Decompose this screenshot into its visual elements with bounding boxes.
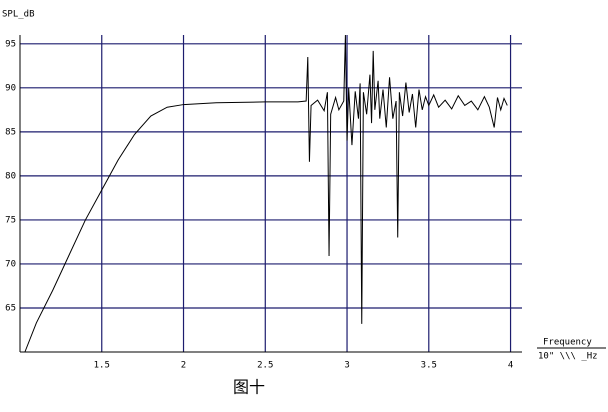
y-tick-label: 95 bbox=[5, 39, 16, 49]
y-axis-label: SPL_dB bbox=[2, 10, 35, 20]
x-axis-label: Frequency bbox=[543, 338, 592, 348]
y-tick-label: 85 bbox=[5, 127, 16, 137]
y-tick-label: 65 bbox=[5, 303, 16, 313]
caption: 图十 bbox=[233, 378, 265, 397]
x-axis-unit: 10" \\\ _Hz bbox=[538, 352, 598, 362]
x-tick-label: 1.5 bbox=[94, 361, 110, 371]
y-tick-label: 75 bbox=[5, 215, 16, 225]
x-tick-label: 2.5 bbox=[257, 361, 273, 371]
x-tick-label: 3.5 bbox=[421, 361, 437, 371]
x-tick-label: 2 bbox=[181, 361, 186, 371]
x-tick-label: 4 bbox=[508, 361, 513, 371]
y-tick-label: 80 bbox=[5, 171, 16, 181]
y-tick-label: 90 bbox=[5, 83, 16, 93]
line-series bbox=[24, 34, 508, 353]
x-tick-label: 3 bbox=[344, 361, 349, 371]
y-tick-label: 70 bbox=[5, 259, 16, 269]
